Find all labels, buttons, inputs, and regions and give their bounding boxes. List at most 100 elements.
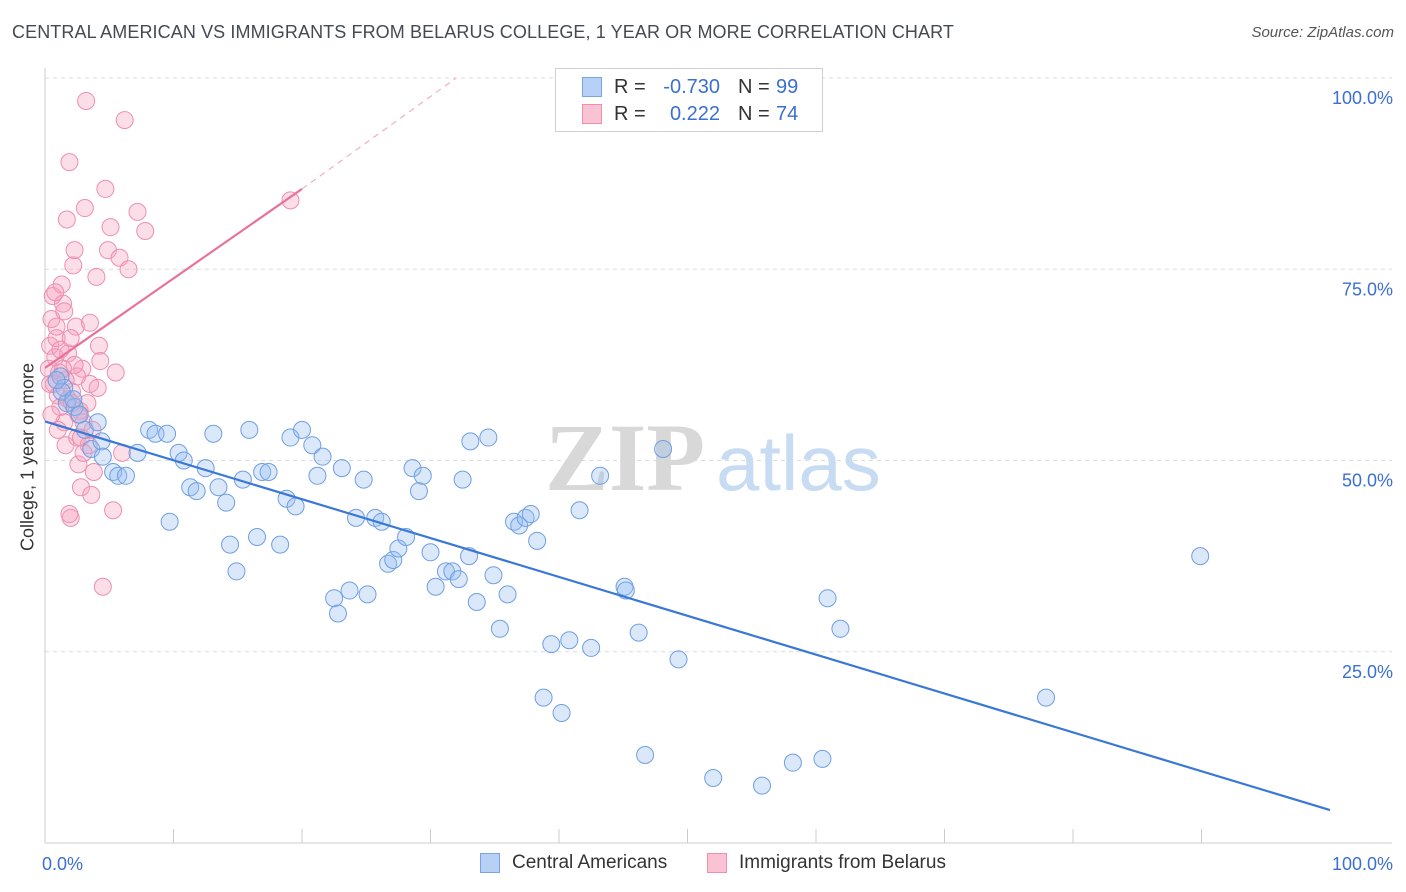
data-point-belarus: [71, 478, 90, 497]
data-point-central-american: [542, 635, 561, 654]
trend-line-belarus: [44, 188, 303, 369]
legend-swatch-blue: [480, 853, 500, 873]
r-label: R =: [614, 75, 646, 98]
legend-swatch-pink: [582, 104, 602, 124]
data-point-central-american: [704, 768, 723, 787]
legend-swatch-pink: [707, 853, 727, 873]
data-point-central-american: [340, 581, 359, 600]
x-tick-label: 0.0%: [42, 854, 83, 874]
data-point-central-american: [160, 512, 179, 531]
data-point-central-american: [47, 371, 66, 390]
data-point-central-american: [818, 589, 837, 608]
data-point-central-american: [204, 424, 223, 443]
data-point-belarus: [91, 352, 110, 371]
data-point-central-american: [271, 535, 290, 554]
data-point-central-american: [240, 420, 259, 439]
data-point-central-american: [636, 746, 655, 765]
tick-labels: 25.0% 50.0% 75.0% 100.0% 0.0% 100.0%: [42, 88, 1393, 874]
data-point-central-american: [293, 420, 311, 439]
data-point-belarus: [106, 363, 125, 382]
data-point-central-american: [753, 776, 772, 795]
axes: [44, 68, 1392, 844]
data-point-belarus: [93, 577, 112, 596]
data-point-belarus: [46, 283, 65, 302]
data-point-central-american: [669, 650, 688, 669]
data-point-belarus: [119, 260, 138, 279]
data-point-central-american: [591, 466, 610, 485]
data-point-central-american: [174, 451, 193, 470]
data-point-central-american: [253, 462, 272, 481]
data-point-central-american: [479, 428, 498, 447]
data-point-central-american: [384, 550, 403, 569]
n-value: 99: [776, 75, 799, 98]
data-point-belarus: [61, 329, 80, 348]
data-point-belarus: [52, 275, 71, 294]
data-point-belarus: [41, 336, 60, 355]
legend-item-central-americans: Central Americans: [480, 852, 667, 874]
data-point-central-american: [813, 749, 832, 768]
grid-lines: [45, 77, 1392, 653]
data-point-central-american: [70, 405, 89, 424]
n-label: N =: [738, 75, 770, 98]
data-point-belarus: [47, 317, 66, 336]
data-point-central-american: [560, 631, 579, 650]
data-point-central-american: [453, 470, 472, 489]
data-point-belarus: [66, 317, 85, 336]
data-point-central-american: [313, 447, 332, 466]
data-point-belarus: [101, 218, 120, 237]
series-legend: Central Americans Immigrants from Belaru…: [0, 852, 1406, 878]
y-tick-label: 50.0%: [1342, 471, 1393, 491]
data-point-central-american: [1037, 688, 1056, 707]
data-point-belarus: [64, 256, 83, 275]
data-point-central-american: [510, 516, 529, 535]
data-point-belarus: [104, 501, 123, 520]
data-point-central-american: [403, 459, 422, 478]
data-point-belarus: [69, 455, 88, 474]
data-point-central-american: [490, 619, 509, 638]
chart-title: CENTRAL AMERICAN VS IMMIGRANTS FROM BELA…: [12, 22, 954, 42]
data-point-belarus: [84, 462, 103, 481]
data-point-central-american: [521, 505, 540, 524]
data-point-central-american: [552, 703, 571, 722]
n-label: N =: [738, 102, 770, 125]
data-point-belarus: [80, 313, 99, 332]
data-point-central-american: [88, 413, 107, 432]
data-point-belarus: [115, 111, 134, 130]
data-point-central-american: [221, 535, 240, 554]
trend-line-belarus-extension: [301, 77, 457, 190]
data-point-belarus: [88, 378, 107, 397]
legend-label: Central Americans: [512, 852, 668, 873]
y-axis-label: College, 1 year or more: [17, 362, 38, 552]
n-value: 74: [776, 102, 799, 125]
data-point-central-american: [528, 531, 547, 550]
data-point-central-american: [354, 470, 373, 489]
data-point-central-american: [358, 585, 377, 604]
data-point-central-american: [413, 466, 432, 485]
data-point-central-american: [443, 562, 462, 581]
stats-legend: R = -0.730 N = 99 R = 0.222 N = 74: [555, 68, 823, 132]
stats-row-central-americans: R = -0.730 N = 99: [582, 74, 798, 100]
data-point-central-american: [286, 497, 305, 516]
data-point-belarus: [55, 302, 74, 321]
data-point-belarus: [77, 91, 96, 110]
data-point-central-american: [248, 528, 267, 546]
legend-label: Immigrants from Belarus: [739, 852, 946, 873]
data-point-belarus: [51, 340, 70, 359]
y-tick-label: 25.0%: [1342, 662, 1393, 682]
data-point-central-american: [498, 585, 517, 604]
y-tick-label: 100.0%: [1332, 88, 1393, 108]
data-point-central-american: [409, 482, 428, 501]
trend-line-central-americans: [44, 420, 1331, 812]
data-point-belarus: [87, 267, 106, 286]
data-point-belarus: [60, 153, 79, 172]
stats-row-belarus: R = 0.222 N = 74: [582, 101, 798, 127]
data-point-central-american: [421, 543, 440, 562]
data-point-belarus: [60, 505, 79, 524]
data-point-central-american: [783, 753, 802, 772]
data-point-central-american: [426, 577, 445, 596]
data-point-central-american: [227, 562, 246, 581]
watermark: ZIP atlas: [545, 404, 881, 511]
data-point-central-american: [209, 478, 228, 497]
data-point-central-american: [325, 589, 344, 608]
data-point-central-american: [308, 466, 327, 485]
